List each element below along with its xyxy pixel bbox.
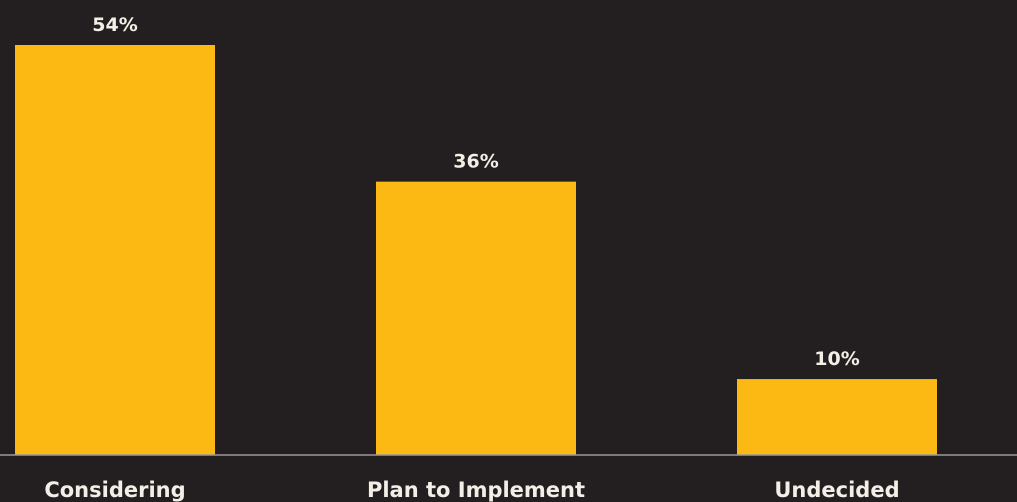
category-label-considering: Considering — [44, 478, 185, 502]
value-label-plan-to-implement: 36% — [453, 151, 498, 173]
value-label-considering: 54% — [92, 14, 137, 36]
bar-plan-to-implement — [376, 181, 576, 455]
bar-undecided — [737, 379, 937, 455]
value-labels-group: 54% 36% 10% — [92, 14, 859, 370]
category-label-plan-to-implement: Plan to Implement — [367, 478, 585, 502]
bars-group — [15, 45, 937, 455]
bar-considering — [15, 45, 215, 455]
value-label-undecided: 10% — [814, 348, 859, 370]
category-label-undecided: Undecided — [774, 478, 899, 502]
category-labels-group: Considering Plan to Implement Undecided — [44, 478, 899, 502]
